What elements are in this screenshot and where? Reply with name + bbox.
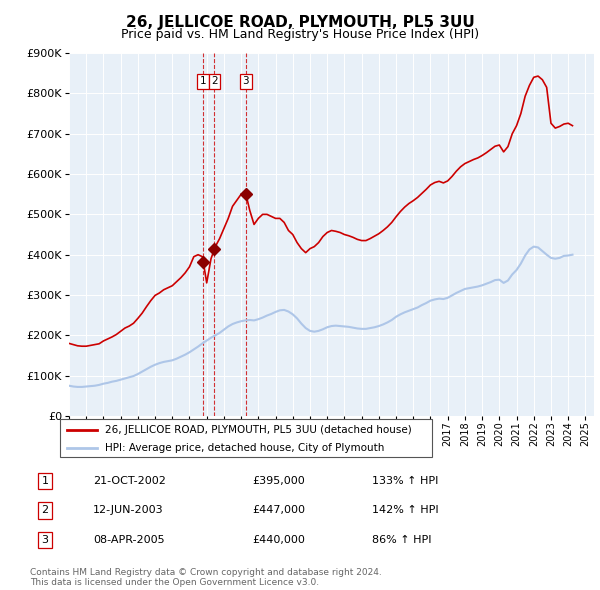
Text: 133% ↑ HPI: 133% ↑ HPI (372, 476, 439, 486)
Text: £447,000: £447,000 (252, 506, 305, 515)
Text: 86% ↑ HPI: 86% ↑ HPI (372, 535, 431, 545)
Text: 1: 1 (41, 476, 49, 486)
Text: 3: 3 (242, 76, 249, 86)
Text: 3: 3 (41, 535, 49, 545)
Text: Price paid vs. HM Land Registry's House Price Index (HPI): Price paid vs. HM Land Registry's House … (121, 28, 479, 41)
Text: 2: 2 (211, 76, 218, 86)
Text: Contains HM Land Registry data © Crown copyright and database right 2024.
This d: Contains HM Land Registry data © Crown c… (30, 568, 382, 587)
Text: 21-OCT-2002: 21-OCT-2002 (93, 476, 166, 486)
Text: 2: 2 (41, 506, 49, 515)
Text: 1: 1 (200, 76, 206, 86)
Text: HPI: Average price, detached house, City of Plymouth: HPI: Average price, detached house, City… (104, 442, 384, 453)
Text: £395,000: £395,000 (252, 476, 305, 486)
FancyBboxPatch shape (60, 419, 432, 457)
Text: 08-APR-2005: 08-APR-2005 (93, 535, 164, 545)
Text: 26, JELLICOE ROAD, PLYMOUTH, PL5 3UU (detached house): 26, JELLICOE ROAD, PLYMOUTH, PL5 3UU (de… (104, 425, 412, 435)
Text: 12-JUN-2003: 12-JUN-2003 (93, 506, 164, 515)
Text: £440,000: £440,000 (252, 535, 305, 545)
Text: 142% ↑ HPI: 142% ↑ HPI (372, 506, 439, 515)
Text: 26, JELLICOE ROAD, PLYMOUTH, PL5 3UU: 26, JELLICOE ROAD, PLYMOUTH, PL5 3UU (125, 15, 475, 30)
